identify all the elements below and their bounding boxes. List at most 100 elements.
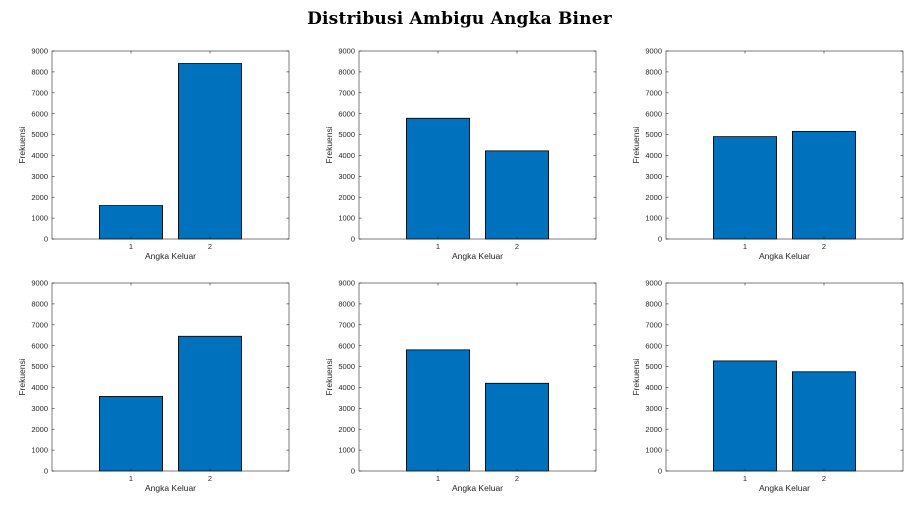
y-axis-label: Frekuensi [631, 358, 641, 395]
y-tick-label: 8000 [645, 67, 662, 76]
y-tick-label: 3000 [645, 172, 662, 181]
y-tick-label: 9000 [31, 279, 48, 288]
axes-box [665, 282, 904, 472]
y-tick-label: 1000 [338, 446, 355, 455]
bar-1 [99, 205, 164, 240]
axes-box [665, 50, 904, 240]
axes-box [358, 50, 597, 240]
subplot-1: 0 1000 2000 3000 4000 5000 6000 7000 8000 9000 1 2 A… [17, 47, 290, 261]
y-tick-label: 3000 [338, 404, 355, 413]
subplot-6: 0 1000 2000 3000 4000 5000 6000 7000 8000 9000 1 2 A… [631, 279, 904, 493]
y-tick-label: 6000 [645, 109, 662, 118]
y-tick-label: 9000 [645, 279, 662, 288]
y-tick-label: 5000 [645, 130, 662, 139]
y-tick-label: 4000 [31, 151, 48, 160]
y-tick-label: 2000 [31, 425, 48, 434]
y-tick-label: 6000 [645, 341, 662, 350]
x-tick-label: 2 [208, 242, 212, 251]
bar-2 [177, 335, 242, 472]
y-tick-label: 3000 [31, 404, 48, 413]
y-tick-label: 9000 [338, 47, 355, 56]
bar-2 [484, 150, 549, 240]
bar-2 [792, 371, 857, 472]
bar-1 [99, 396, 164, 472]
y-tick-label: 0 [658, 467, 662, 476]
bar-1 [713, 360, 778, 472]
y-tick-label: 1000 [645, 446, 662, 455]
y-tick-label: 4000 [338, 383, 355, 392]
x-axis-label: Angka Keluar [145, 483, 196, 493]
y-tick-label: 2000 [645, 193, 662, 202]
x-tick-label: 1 [436, 474, 440, 483]
y-tick-label: 2000 [338, 425, 355, 434]
y-tick-label: 8000 [31, 67, 48, 76]
bar-2 [177, 63, 242, 240]
y-tick-label: 8000 [31, 299, 48, 308]
y-tick-label: 0 [44, 467, 48, 476]
y-tick-label: 7000 [31, 88, 48, 97]
y-tick-label: 6000 [31, 341, 48, 350]
y-tick-label: 3000 [645, 404, 662, 413]
subplot-5: 0 1000 2000 3000 4000 5000 6000 7000 8000 9000 1 2 A… [324, 279, 597, 493]
y-tick-label: 5000 [338, 130, 355, 139]
y-tick-label: 7000 [645, 88, 662, 97]
y-tick-label: 8000 [338, 67, 355, 76]
y-tick-label: 5000 [645, 362, 662, 371]
y-tick-label: 5000 [31, 362, 48, 371]
y-tick-label: 5000 [31, 130, 48, 139]
y-axis-label: Frekuensi [17, 126, 27, 163]
y-tick-label: 9000 [645, 47, 662, 56]
y-tick-label: 6000 [338, 341, 355, 350]
y-tick-label: 7000 [338, 88, 355, 97]
y-tick-label: 1000 [338, 214, 355, 223]
y-tick-label: 3000 [31, 172, 48, 181]
y-tick-label: 4000 [645, 151, 662, 160]
y-tick-label: 0 [44, 235, 48, 244]
y-tick-label: 6000 [31, 109, 48, 118]
bar-1 [713, 136, 778, 240]
y-tick-label: 0 [351, 235, 355, 244]
x-tick-label: 1 [743, 242, 747, 251]
y-axis-label: Frekuensi [324, 358, 334, 395]
y-axis-label: Frekuensi [631, 126, 641, 163]
x-axis-label: Angka Keluar [145, 251, 196, 261]
x-tick-label: 2 [515, 242, 519, 251]
x-tick-label: 1 [743, 474, 747, 483]
bar-2 [484, 382, 549, 472]
y-tick-label: 1000 [645, 214, 662, 223]
x-axis-label: Angka Keluar [759, 251, 810, 261]
x-tick-label: 1 [129, 242, 133, 251]
y-tick-label: 8000 [645, 299, 662, 308]
y-tick-label: 4000 [31, 383, 48, 392]
y-tick-label: 9000 [338, 279, 355, 288]
subplot-2: 0 1000 2000 3000 4000 5000 6000 7000 8000 9000 1 2 A… [324, 47, 597, 261]
bar-1 [405, 117, 470, 240]
axes-box [358, 282, 597, 472]
y-tick-label: 1000 [31, 446, 48, 455]
axes-box [51, 50, 290, 240]
y-axis-label: Frekuensi [17, 358, 27, 395]
y-tick-label: 2000 [338, 193, 355, 202]
y-tick-label: 7000 [31, 320, 48, 329]
subplot-3: 0 1000 2000 3000 4000 5000 6000 7000 8000 9000 1 2 A… [631, 47, 904, 261]
y-tick-label: 7000 [645, 320, 662, 329]
bar-2 [792, 131, 857, 240]
x-tick-label: 1 [129, 474, 133, 483]
figure-title: Distribusi Ambigu Angka Biner [307, 9, 612, 29]
x-tick-label: 2 [822, 242, 826, 251]
y-tick-label: 1000 [31, 214, 48, 223]
y-tick-label: 0 [351, 467, 355, 476]
x-axis-label: Angka Keluar [452, 483, 503, 493]
bar-1 [405, 349, 470, 472]
x-axis-label: Angka Keluar [759, 483, 810, 493]
x-axis-label: Angka Keluar [452, 251, 503, 261]
subplot-4: 0 1000 2000 3000 4000 5000 6000 7000 8000 9000 1 2 A… [17, 279, 290, 493]
y-tick-label: 4000 [338, 151, 355, 160]
y-axis-label: Frekuensi [324, 126, 334, 163]
y-tick-label: 7000 [338, 320, 355, 329]
y-tick-label: 2000 [31, 193, 48, 202]
y-tick-label: 2000 [645, 425, 662, 434]
y-tick-label: 8000 [338, 299, 355, 308]
x-tick-label: 2 [208, 474, 212, 483]
